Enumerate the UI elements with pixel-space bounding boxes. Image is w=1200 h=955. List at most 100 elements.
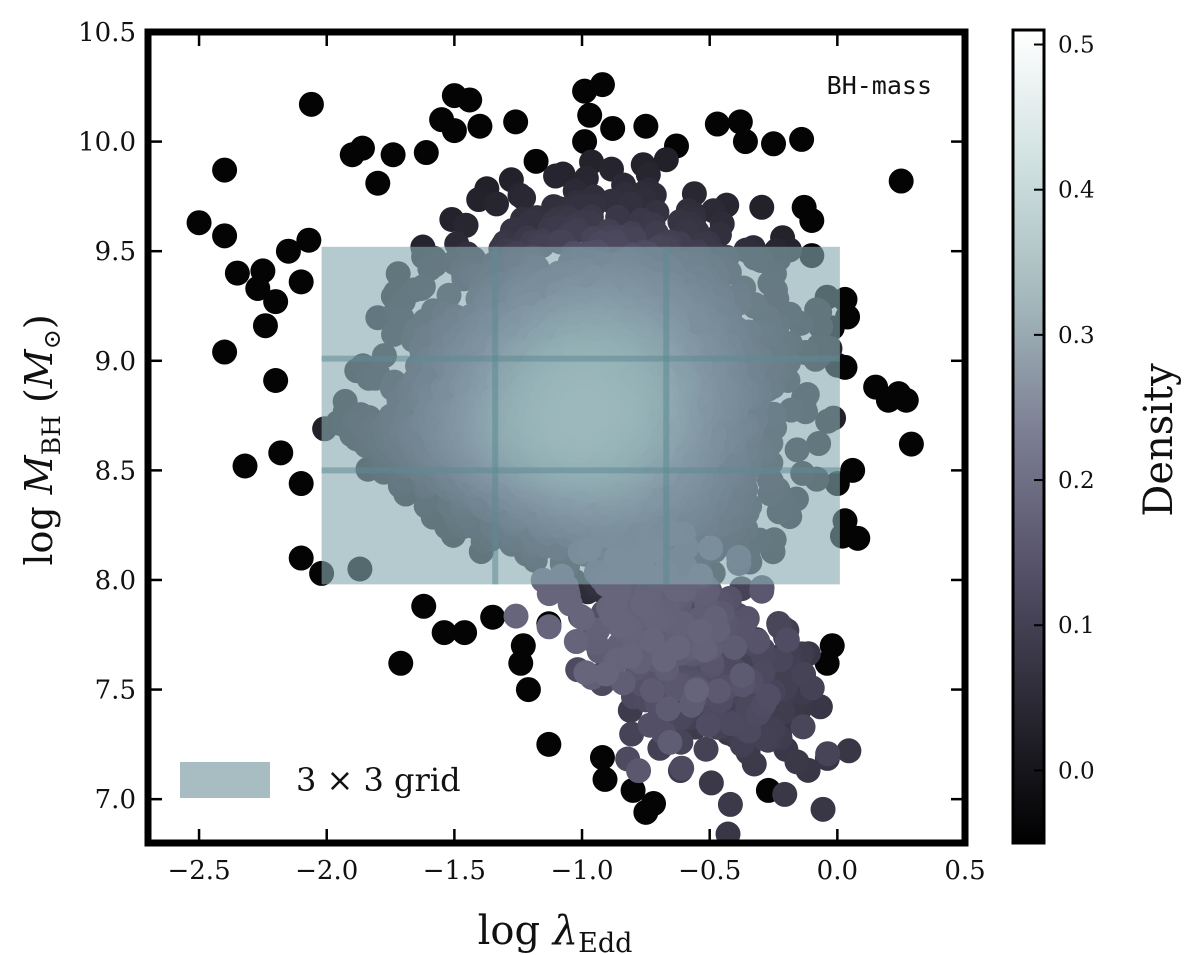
scatter-point xyxy=(633,799,659,825)
scatter-point xyxy=(721,634,747,660)
scatter-point xyxy=(263,289,289,315)
y-axis-label-sub: BH xyxy=(37,415,66,455)
y-axis-label-symbol: M xyxy=(17,454,61,495)
scatter-point xyxy=(637,712,663,738)
scatter-point xyxy=(755,683,781,709)
scatter-point xyxy=(523,148,549,174)
scatter-point xyxy=(570,605,596,631)
scatter-point xyxy=(252,313,278,339)
y-tick-label: 10.0 xyxy=(78,128,136,158)
scatter-point xyxy=(717,791,743,817)
y-axis-label-base: log xyxy=(17,494,61,565)
scatter-point xyxy=(698,770,724,796)
scatter-point xyxy=(453,212,479,238)
scatter-point xyxy=(791,661,817,687)
scatter-point xyxy=(749,194,775,220)
scatter-point xyxy=(298,91,324,117)
scatter-point xyxy=(651,641,677,667)
scatter-point xyxy=(288,545,314,571)
y-axis-label: log MBH (M⊙) xyxy=(17,314,66,565)
grid-overlay-fill xyxy=(321,246,840,585)
scatter-point xyxy=(224,260,250,286)
scatter-point xyxy=(380,142,406,168)
scatter-point xyxy=(593,661,619,687)
scatter-point xyxy=(572,129,598,155)
scatter-point xyxy=(633,113,659,139)
scatter-point xyxy=(608,613,634,639)
scatter-point xyxy=(600,115,626,141)
y-tick-label: 8.5 xyxy=(95,456,136,486)
scatter-point xyxy=(893,387,919,413)
annotation-label: BH-mass xyxy=(827,71,932,100)
colorbar-tick-label: 0.0 xyxy=(1058,758,1095,784)
plot-area xyxy=(186,72,924,843)
scatter-point xyxy=(431,620,457,646)
scatter-point xyxy=(563,629,589,655)
scatter-point xyxy=(510,633,536,659)
scatter-point xyxy=(543,163,569,189)
colorbar-tick-label: 0.3 xyxy=(1058,323,1095,349)
scatter-point xyxy=(212,157,238,183)
y-tick-label: 9.5 xyxy=(95,237,136,267)
scatter-point xyxy=(898,431,924,457)
scatter-point xyxy=(288,269,314,295)
scatter-point xyxy=(411,593,437,619)
scatter-point xyxy=(212,339,238,365)
scatter-point xyxy=(484,191,510,217)
scatter-point xyxy=(268,440,294,466)
svg-text:log λEdd: log λEdd xyxy=(478,908,633,955)
scatter-point xyxy=(365,170,391,196)
scatter-point xyxy=(695,712,721,738)
scatter-point xyxy=(784,749,810,775)
x-tick-label: −1.5 xyxy=(423,856,486,886)
scatter-point xyxy=(589,72,615,98)
y-tick-label: 10.5 xyxy=(78,18,136,48)
scatter-point xyxy=(729,662,755,688)
scatter-point xyxy=(515,677,541,703)
plot-frame xyxy=(144,28,969,847)
x-tick-label: 0.5 xyxy=(944,856,985,886)
y-axis-label-unit-open: ( xyxy=(17,388,61,415)
scatter-point xyxy=(589,745,615,771)
colorbar-tick-label: 0.1 xyxy=(1058,613,1095,639)
y-tick-label: 8.0 xyxy=(95,566,136,596)
scatter-point xyxy=(732,129,758,155)
scatter-point xyxy=(245,275,271,301)
scatter-point xyxy=(657,729,683,755)
x-tick-label: −0.5 xyxy=(678,856,741,886)
scatter-point xyxy=(617,643,643,669)
scatter-point xyxy=(669,755,695,781)
x-axis-label-base: log xyxy=(478,908,553,954)
x-axis-label-sub: Edd xyxy=(578,928,632,955)
legend-swatch xyxy=(180,762,270,798)
scatter-point xyxy=(232,453,258,479)
y-tick-label: 7.0 xyxy=(95,785,136,815)
scatter-point xyxy=(761,131,787,157)
scatter-point xyxy=(687,619,713,645)
scatter-point xyxy=(810,796,836,822)
scatter-point xyxy=(629,591,655,617)
scatter-point xyxy=(212,223,238,249)
scatter-point xyxy=(639,677,665,703)
scatter-point xyxy=(789,126,815,152)
y-axis-label-unit-symbol: M xyxy=(17,348,61,389)
scatter-point xyxy=(836,738,862,764)
colorbar-tick-label: 0.2 xyxy=(1058,468,1095,494)
scatter-point xyxy=(275,238,301,264)
scatter-point xyxy=(186,210,212,236)
scatter-point xyxy=(653,147,679,173)
scatter-point xyxy=(693,736,719,762)
scatter-point xyxy=(467,113,493,139)
y-axis-label-unit-close: ) xyxy=(17,314,61,329)
scatter-point xyxy=(349,135,375,161)
scatter-point xyxy=(684,677,710,703)
scatter-point xyxy=(814,650,840,676)
scatter-point xyxy=(655,696,681,722)
scatter-point xyxy=(573,660,599,686)
scatter-point xyxy=(536,731,562,757)
scatter-point xyxy=(888,168,914,194)
svg-text:log MBH (M⊙): log MBH (M⊙) xyxy=(17,314,66,565)
scatter-point xyxy=(845,525,871,551)
scatter-point xyxy=(620,777,646,803)
